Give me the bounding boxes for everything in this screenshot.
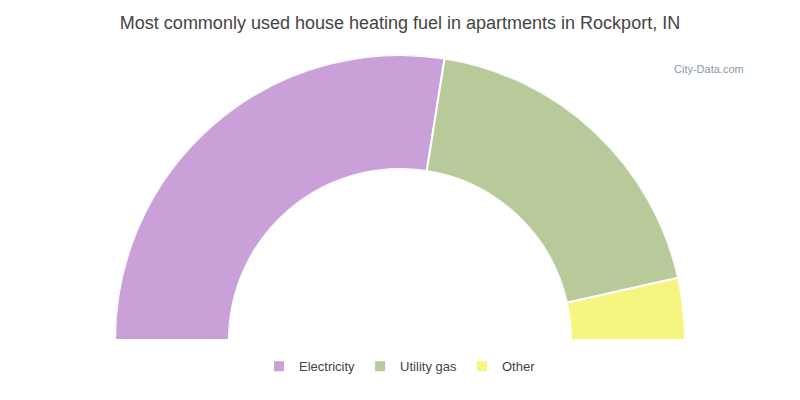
svg-text:Utility gas: Utility gas <box>400 359 457 374</box>
svg-text:City-Data.com: City-Data.com <box>674 63 744 75</box>
svg-text:Most commonly used house heati: Most commonly used house heating fuel in… <box>120 13 680 33</box>
svg-text:Electricity: Electricity <box>299 359 355 374</box>
svg-text:Other: Other <box>502 359 535 374</box>
